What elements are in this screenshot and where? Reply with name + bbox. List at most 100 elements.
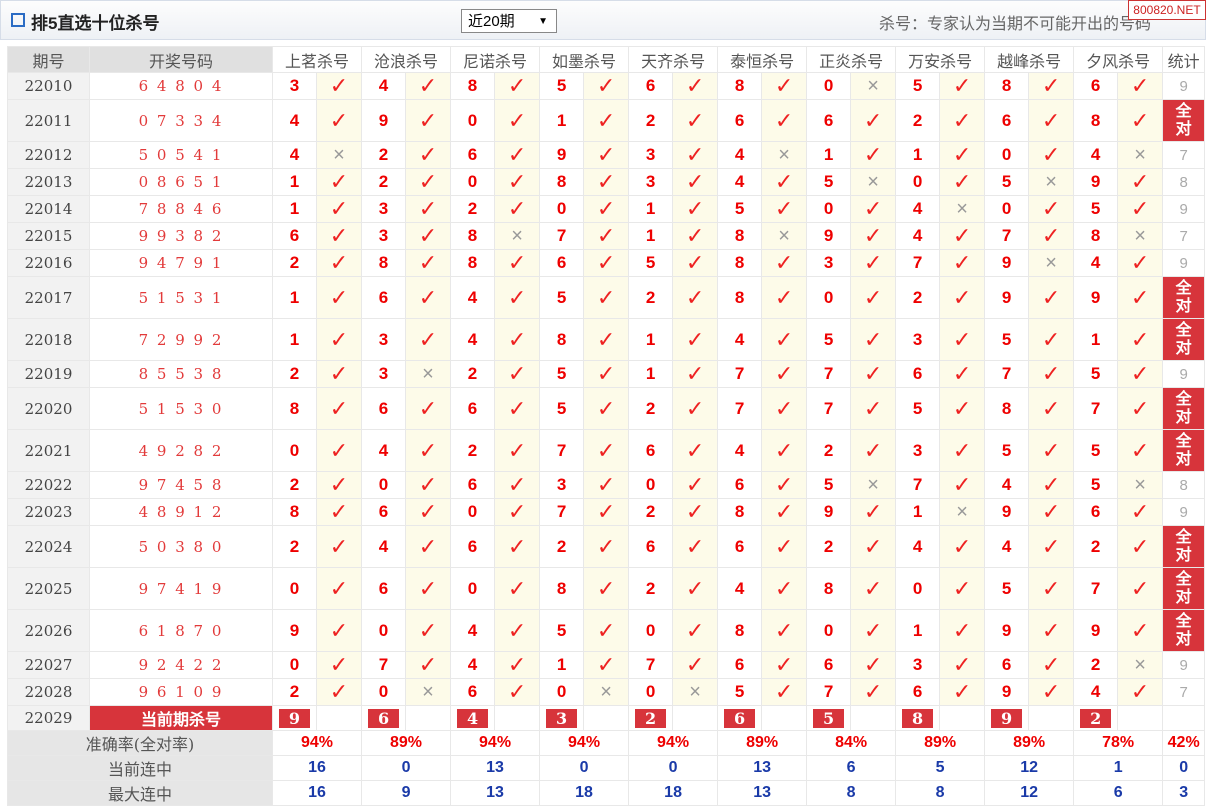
result-mark: ✓ — [405, 387, 452, 430]
result-mark: ✓ — [494, 72, 541, 100]
kill-number: 3 — [628, 141, 674, 169]
stat: 9 — [1162, 360, 1206, 388]
empty-cell — [315, 705, 363, 731]
stat-cell: 全对 — [1162, 318, 1206, 361]
result-mark: ✓ — [1117, 360, 1164, 388]
period: 22017 — [7, 276, 90, 319]
draw-numbers: 4 9 2 8 2 — [89, 429, 273, 472]
kill-number: 1 — [1073, 318, 1119, 361]
kill-number: 6 — [717, 651, 763, 679]
period: 22020 — [7, 387, 90, 430]
draw-numbers: 4 8 9 1 2 — [89, 498, 273, 526]
kill-number: 6 — [895, 678, 941, 706]
kill-number: 2 — [272, 249, 317, 277]
kill-number: 9 — [272, 609, 317, 652]
result-mark: ✓ — [1117, 609, 1164, 652]
kill-number: 7 — [806, 387, 852, 430]
kill-number: 5 — [984, 168, 1030, 196]
kill-number: 2 — [628, 387, 674, 430]
current-pick-cell: 6 — [717, 705, 763, 731]
empty-cell — [494, 705, 541, 731]
summary-value: 0 — [361, 755, 452, 781]
kill-number: 6 — [895, 360, 941, 388]
summary-value: 8 — [895, 780, 986, 806]
result-mark: ✓ — [494, 99, 541, 142]
kill-number: 7 — [717, 360, 763, 388]
result-mark: ✓ — [583, 168, 630, 196]
result-mark: ✓ — [405, 222, 452, 250]
draw-numbers: 6 4 8 0 4 — [89, 72, 273, 100]
kill-number: 2 — [272, 678, 317, 706]
result-mark: ✓ — [494, 318, 541, 361]
kill-number: 8 — [539, 318, 585, 361]
result-mark: ✓ — [939, 651, 986, 679]
current-pick-cell: 2 — [628, 705, 674, 731]
kill-number: 5 — [984, 567, 1030, 610]
stat: 全对 — [1175, 570, 1192, 606]
period: 22013 — [7, 168, 90, 196]
draw-numbers: 9 2 4 2 2 — [89, 651, 273, 679]
result-mark: ✓ — [405, 99, 452, 142]
result-mark: ✓ — [1117, 318, 1164, 361]
empty-cell — [1117, 705, 1164, 731]
kill-number: 2 — [450, 360, 496, 388]
kill-number: 7 — [895, 249, 941, 277]
period: 22011 — [7, 99, 90, 142]
result-mark: × — [761, 222, 808, 250]
result-mark: ✓ — [761, 609, 808, 652]
current-pick: 2 — [635, 708, 667, 728]
kill-number: 1 — [539, 651, 585, 679]
kill-number: 0 — [984, 195, 1030, 223]
period: 22022 — [7, 471, 90, 499]
column-header: 夕风杀号 — [1073, 46, 1164, 73]
kill-number: 2 — [272, 525, 317, 568]
period: 22025 — [7, 567, 90, 610]
kill-number: 7 — [984, 360, 1030, 388]
summary-value: 78% — [1073, 730, 1164, 756]
period-select[interactable]: 近20期 ▼ — [461, 9, 557, 33]
kill-number: 9 — [1073, 609, 1119, 652]
kill-number: 3 — [895, 651, 941, 679]
kill-number: 8 — [984, 72, 1030, 100]
result-mark: ✓ — [939, 222, 986, 250]
stat-cell: 全对 — [1162, 567, 1206, 610]
result-mark: ✓ — [1028, 525, 1075, 568]
kill-number: 7 — [1073, 387, 1119, 430]
period: 22023 — [7, 498, 90, 526]
empty-cell — [939, 705, 986, 731]
result-mark: ✓ — [583, 567, 630, 610]
result-mark: ✓ — [315, 471, 363, 499]
kill-number: 3 — [361, 195, 407, 223]
kill-number: 0 — [984, 141, 1030, 169]
kill-number: 6 — [1073, 498, 1119, 526]
stat: 8 — [1162, 168, 1206, 196]
title: 排5直选十位杀号 — [31, 14, 160, 33]
current-pick-cell: 6 — [361, 705, 407, 731]
data-row: 22011 0 7 3 3 4 4 ✓ 9 ✓ 0 ✓ 1 ✓ 2 ✓ 6 ✓ 6 ✓ 2 ✓ 6 ✓ 8 ✓ 全对 — [7, 99, 1206, 142]
result-mark: ✓ — [405, 249, 452, 277]
result-mark: ✓ — [939, 99, 986, 142]
data-row: 22020 5 1 5 3 0 8 ✓ 6 ✓ 6 ✓ 5 ✓ 2 ✓ 7 ✓ 7 ✓ 5 ✓ 8 ✓ 7 ✓ 全对 — [7, 387, 1206, 430]
result-mark: ✓ — [583, 222, 630, 250]
current-label: 当前期杀号 — [89, 705, 273, 731]
draw-numbers: 6 1 8 7 0 — [89, 609, 273, 652]
kill-number: 6 — [628, 72, 674, 100]
result-mark: ✓ — [583, 471, 630, 499]
result-mark: ✓ — [315, 387, 363, 430]
result-mark: ✓ — [1117, 525, 1164, 568]
kill-number: 5 — [1073, 195, 1119, 223]
kill-number: 4 — [272, 141, 317, 169]
kill-number: 5 — [539, 276, 585, 319]
summary-value: 9 — [361, 780, 452, 806]
result-mark: ✓ — [494, 498, 541, 526]
result-mark: ✓ — [939, 276, 986, 319]
current-pick: 4 — [457, 708, 489, 728]
kill-number: 8 — [450, 222, 496, 250]
result-mark: ✓ — [1028, 72, 1075, 100]
stat: 全对 — [1175, 612, 1192, 648]
kill-number: 8 — [717, 72, 763, 100]
result-mark: ✓ — [315, 651, 363, 679]
result-mark: ✓ — [850, 222, 897, 250]
result-mark: ✓ — [672, 276, 719, 319]
summary-row: 准确率(全对率) 94% 89% 94% 94% 94% 89% 84% 89% 89% 78% 42… — [7, 730, 1206, 756]
